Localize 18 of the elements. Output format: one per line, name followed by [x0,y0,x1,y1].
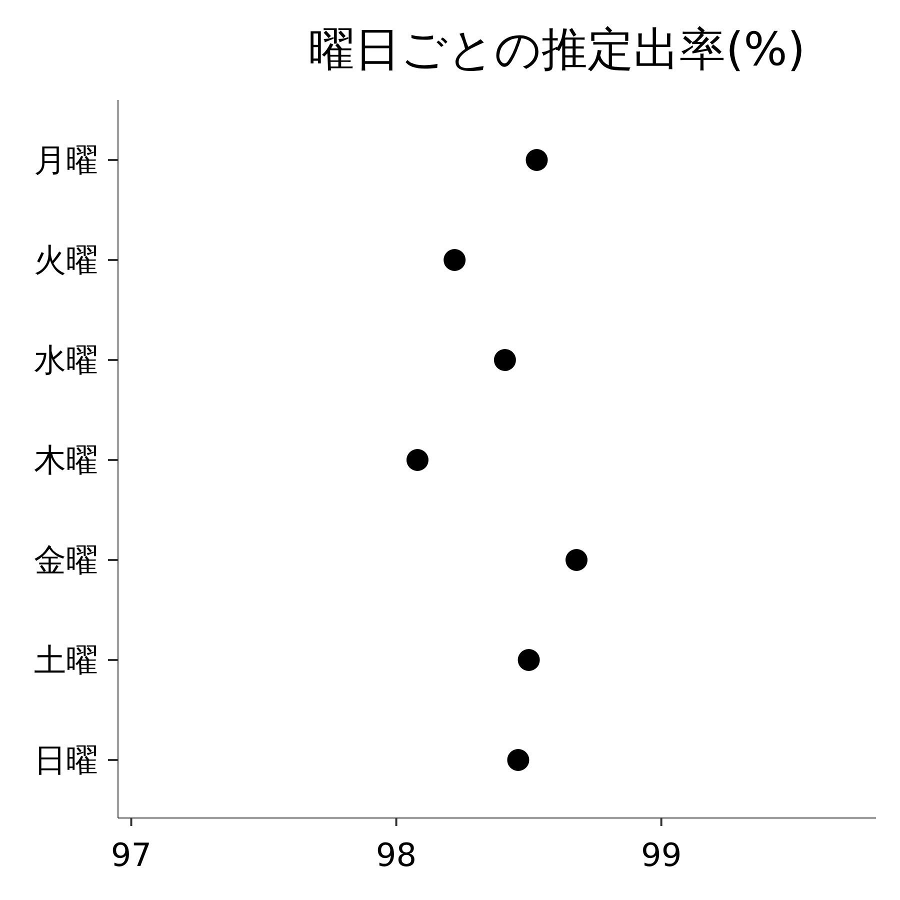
y-tick-label: 月曜 [34,141,98,179]
chart-title: 曜日ごとの推定出率(%) [308,22,806,76]
y-tick-label: 土曜 [34,641,98,679]
point [494,349,516,371]
point [507,749,530,771]
x-tick-label: 98 [376,836,417,874]
y-tick-label: 水曜 [34,341,98,379]
y-tick-label: 木曜 [34,441,98,479]
y-tick-label: 火曜 [34,241,98,279]
point [566,549,588,571]
point [406,449,428,471]
y-tick-label: 金曜 [34,541,98,579]
point [518,649,540,671]
x-tick-label: 97 [110,836,152,874]
x-tick-label: 99 [640,836,682,874]
point [444,249,466,271]
y-tick-label: 日曜 [34,741,98,779]
point [526,149,548,171]
